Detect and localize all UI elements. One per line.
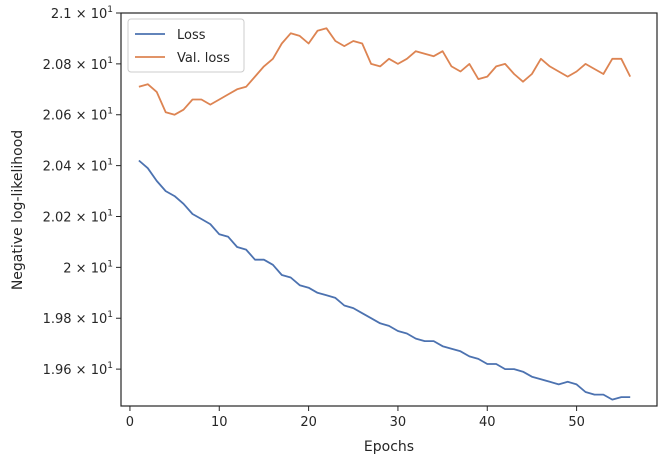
y-tick-label: 1.96 × 101: [43, 361, 113, 378]
x-tick-label: 40: [479, 415, 496, 430]
x-tick-label: 30: [390, 415, 407, 430]
x-axis: 0 10 20 30 40 50: [126, 406, 585, 430]
y-tick-label: 2.08 × 101: [43, 56, 113, 73]
legend-label-loss: Loss: [177, 28, 206, 43]
series-line-loss: [138, 159, 631, 401]
legend: Loss Val. loss: [127, 18, 245, 73]
x-axis-label: Epochs: [364, 439, 414, 455]
x-tick-label: 20: [300, 415, 317, 430]
plot-lines: [138, 27, 632, 401]
y-tick-label: 2.04 × 101: [43, 158, 113, 175]
legend-label-val-loss: Val. loss: [177, 51, 230, 66]
x-tick-label: 50: [568, 415, 585, 430]
legend-box: [127, 18, 245, 73]
x-tick-label: 10: [211, 415, 228, 430]
y-tick-label: 2.1 × 101: [51, 5, 113, 22]
y-tick-label: 2.02 × 101: [43, 208, 113, 225]
y-tick-label: 1.98 × 101: [43, 310, 113, 327]
series-line-val-loss: [138, 27, 632, 116]
y-axis-label: Negative log-likelihood: [10, 130, 26, 290]
y-axis: 1.96 × 101 1.98 × 101 2 × 101 2.02 × 101 2.0…: [43, 5, 121, 378]
x-tick-label: 0: [126, 415, 134, 430]
y-tick-label: 2 × 101: [63, 259, 113, 276]
plot-frame: [120, 12, 658, 407]
y-tick-label: 2.06 × 101: [43, 107, 113, 124]
